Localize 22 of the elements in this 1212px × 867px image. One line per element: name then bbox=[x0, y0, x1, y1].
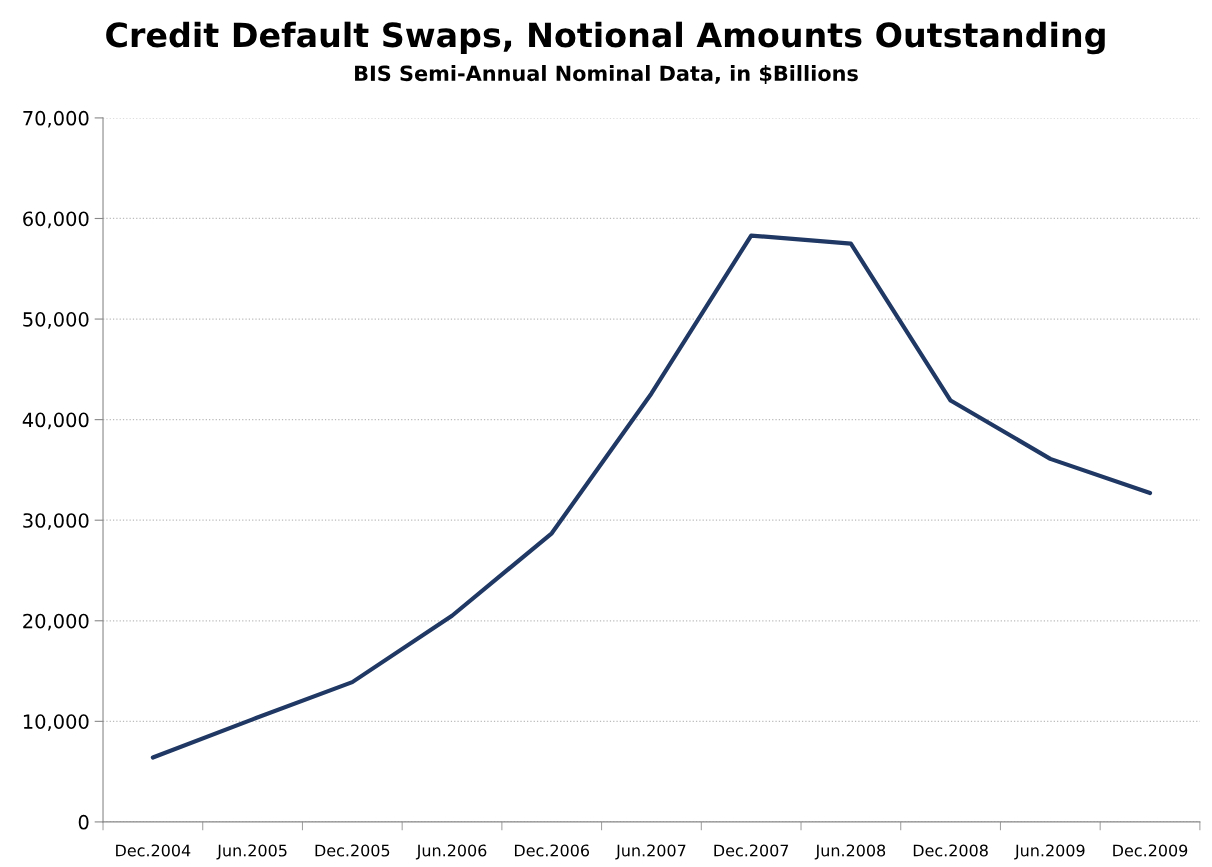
y-tick-label: 0 bbox=[78, 814, 89, 830]
x-tick-label: Dec.2004 bbox=[116, 844, 191, 857]
y-tick-label: 20,000 bbox=[23, 613, 89, 631]
x-tick-label: Dec.2008 bbox=[913, 844, 988, 857]
chart-title: Credit Default Swaps, Notional Amounts Outstanding bbox=[106, 21, 1105, 55]
y-tick-label: 50,000 bbox=[23, 312, 89, 329]
y-tick-label: 70,000 bbox=[23, 110, 89, 128]
x-tick-label: Jun.2005 bbox=[216, 844, 287, 860]
x-tick-label: Jun.2006 bbox=[415, 844, 487, 860]
x-tick-label: Dec.2009 bbox=[1113, 844, 1188, 857]
x-tick-label: Jun.2008 bbox=[814, 844, 886, 860]
y-tick-label: 40,000 bbox=[22, 412, 89, 430]
chart-subtitle: BIS Semi-Annual Nominal Data, in $Billions bbox=[355, 65, 858, 84]
y-tick-label: 60,000 bbox=[23, 211, 89, 229]
x-tick-label: Dec.2007 bbox=[714, 844, 789, 857]
line-series bbox=[150, 233, 1153, 760]
y-tick-label: 30,000 bbox=[23, 513, 89, 530]
x-tick-label: Jun.2007 bbox=[615, 844, 686, 860]
x-tick-label: Dec.2006 bbox=[514, 844, 590, 857]
x-tick-label: Dec.2005 bbox=[315, 844, 390, 857]
y-tick-label: 10,000 bbox=[23, 714, 89, 731]
x-tick-label: Jun.2009 bbox=[1014, 844, 1085, 860]
